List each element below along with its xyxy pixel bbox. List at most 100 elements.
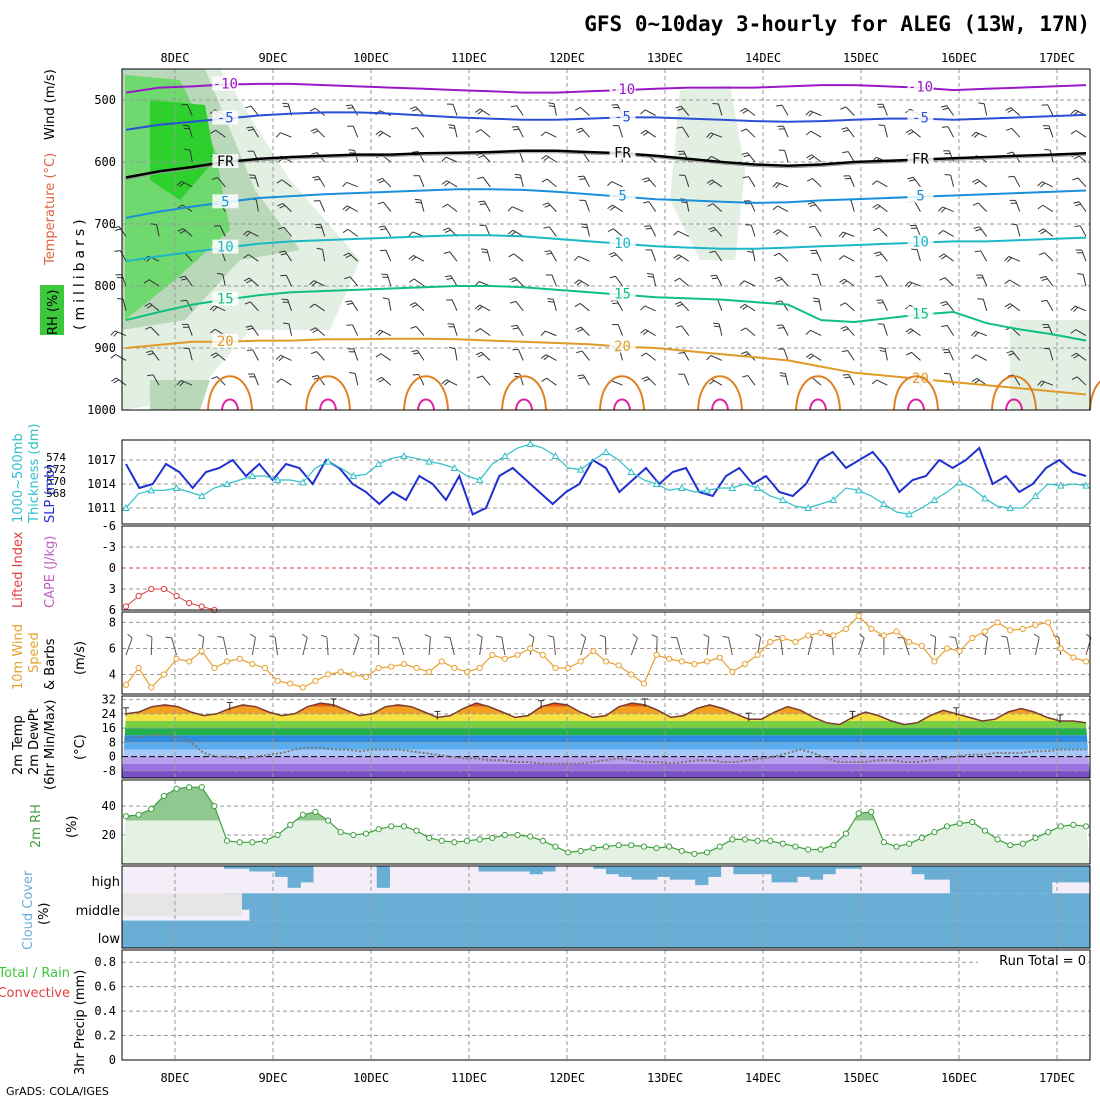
wind-marker-16	[325, 671, 332, 678]
upper-barb-28-8	[1046, 300, 1054, 312]
upper-barb-11-0	[479, 108, 491, 116]
upper-barb-5-0-flag-0	[282, 102, 289, 105]
wind-marker-59	[868, 625, 875, 633]
upper-barb-19-9-flag-0	[740, 327, 747, 332]
cloud-low-20	[376, 920, 390, 948]
upper-barb-27-11-flag-0	[1007, 374, 1014, 377]
upper-barb-27-5	[1016, 224, 1021, 237]
surface-barb-30-flag-0	[495, 635, 502, 638]
upper-barb-0-5-flag-0	[113, 226, 120, 229]
upper-barb-21-10-flag-1	[808, 355, 814, 360]
surface-barb-40	[630, 637, 638, 656]
upper-barb-21-8	[818, 298, 822, 311]
contour-label-bg--5-0	[212, 110, 239, 125]
cloud-level-middle: middle	[76, 904, 120, 919]
upper-barb-7-2-flag-1	[349, 152, 356, 154]
upper-barb-25-4	[942, 206, 954, 213]
cloud-low-15	[313, 920, 327, 948]
temp-band-10	[122, 703, 1090, 707]
wind-marker-72	[1032, 621, 1039, 629]
upper-barb-8-1-flag-1	[378, 132, 384, 137]
wind-axis-label-1: 10m Wind	[11, 624, 26, 690]
upper-barb-11-4	[483, 200, 491, 212]
upper-barb-20-8	[780, 300, 789, 312]
upper-barb-1-7	[148, 279, 160, 287]
upper-barb-14-5-flag-1	[581, 226, 588, 229]
temp-axis-label-1: 2m Temp	[11, 715, 26, 775]
upper-barb-24-3-flag-0	[907, 176, 914, 180]
surface-warm-loop-9	[1089, 380, 1100, 411]
cloud-high-68	[988, 866, 1002, 894]
thickness-marker-29	[854, 486, 863, 494]
surface-barb-18	[352, 637, 360, 656]
upper-barb-18-5-flag-1	[710, 229, 717, 233]
cloud-low-18	[351, 920, 365, 948]
cloud-middle-27	[465, 893, 480, 921]
cloud-high-12	[274, 866, 289, 877]
cloud-middle-26	[453, 893, 467, 921]
upper-barb-29-11	[1077, 376, 1087, 386]
upper-barb-10-1-flag-1	[448, 127, 456, 129]
temp-units-label: (°C)	[73, 734, 88, 760]
rh-marker-31	[514, 831, 521, 839]
upper-barb-2-11	[180, 380, 193, 386]
temperature-axis-label: Temperature (°C)	[43, 153, 58, 266]
upper-barb-29-8	[1074, 305, 1087, 312]
cloud-middle-31	[516, 893, 531, 921]
upper-barb-18-4	[712, 203, 723, 212]
rh-marker-21	[388, 823, 395, 830]
contour-label--5-1: -5	[614, 109, 631, 125]
li-line	[122, 585, 218, 614]
wind-marker-3	[160, 671, 167, 678]
upper-barb-14-0	[580, 107, 590, 116]
upper-barb-6-1-flag-0	[310, 128, 317, 132]
upper-barb-27-10-flag-0	[1006, 350, 1013, 354]
upper-barb-1-11	[152, 374, 160, 386]
wind-marker-75	[1070, 654, 1077, 661]
upper-barb-14-3-flag-1	[579, 178, 586, 180]
surface-barb-28	[479, 637, 483, 656]
cloud-middle-19	[364, 893, 378, 921]
thickness-marker-14	[475, 475, 484, 483]
wind-marker-43	[666, 655, 673, 662]
upper-barb-8-3-flag-1	[378, 179, 385, 184]
cloud-low-44	[682, 920, 696, 948]
upper-barb-7-3-flag-0	[342, 181, 347, 188]
contour-label-bg-5-2	[907, 188, 934, 203]
upper-barb-12-8	[515, 301, 524, 312]
upper-barb-21-2-flag-0	[806, 154, 812, 159]
upper-barb-16-0	[644, 109, 656, 116]
temp-tick-8: 8	[109, 735, 116, 749]
rh-marker-16	[325, 817, 332, 824]
upper-barb-16-9-flag-1	[642, 330, 649, 336]
upper-barb-21-4-flag-0	[807, 201, 814, 205]
upper-barb-5-0-flag-1	[283, 105, 290, 108]
thickness-marker-0	[122, 503, 130, 511]
li-tick--6: -6	[102, 519, 116, 533]
cloud-high-62	[911, 866, 925, 875]
surface-barb-8	[222, 637, 228, 656]
upper-barb-27-0-flag-1	[1007, 109, 1014, 113]
upper-barb-13-5-flag-0	[543, 226, 550, 229]
rh-marker-74	[1057, 823, 1064, 830]
upper-barb-13-9	[545, 330, 557, 337]
run-total: Run Total = 0	[999, 954, 1086, 969]
surface-barb-14	[302, 637, 308, 656]
rh-marker-22	[400, 823, 407, 830]
upper-barb-23-4	[877, 203, 888, 212]
cloud-middle-59	[873, 893, 887, 921]
upper-barb-24-4	[914, 200, 921, 212]
upper-barb-14-11-flag-0	[577, 374, 584, 377]
upper-barb-16-7	[652, 274, 657, 287]
upper-barb-8-3	[381, 177, 392, 188]
upper-barb-21-6	[815, 250, 822, 262]
upper-barb-10-7-flag-0	[444, 275, 451, 278]
rh-marker-53	[792, 843, 799, 850]
upper-barb-8-11-flag-0	[376, 376, 383, 381]
upper-barb-27-2-flag-0	[1006, 151, 1014, 155]
upper-barb-28-11-flag-0	[1037, 380, 1043, 386]
upper-barb-14-4	[584, 200, 590, 212]
wind-marker-27	[463, 668, 471, 675]
upper-barb-0-10	[115, 353, 127, 361]
cloud-high-69	[1000, 866, 1015, 894]
